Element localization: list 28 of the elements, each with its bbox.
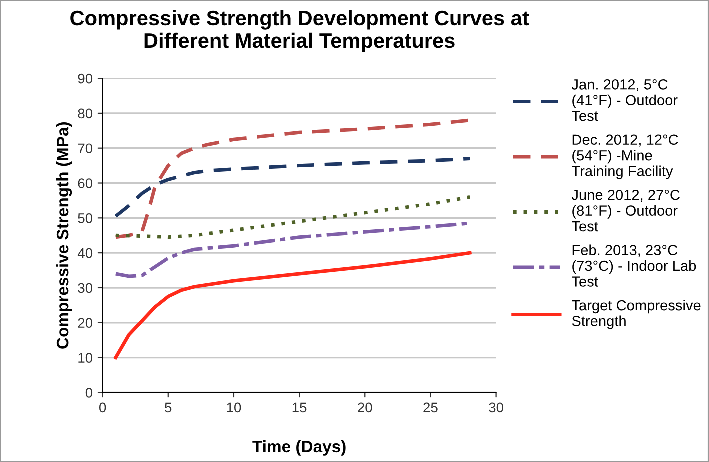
- x-tick-label: 25: [424, 402, 438, 413]
- x-axis-title: Time (Days): [252, 440, 346, 456]
- chart-title: Compressive Strength Development Curves at Different Material Temperatures: [70, 10, 530, 52]
- x-tick-label: 30: [489, 402, 504, 413]
- y-tick-label: 80: [78, 108, 93, 119]
- y-tick-label: 90: [78, 74, 93, 84]
- legend-label: June 2012, 27°C (81°F) - Outdoor Test: [572, 190, 680, 232]
- x-tick-label: 20: [358, 402, 372, 413]
- line-series: [114, 157, 472, 218]
- line-series: [114, 195, 472, 240]
- line-series: [114, 251, 472, 360]
- y-tick-label: 20: [78, 318, 93, 328]
- y-axis-title: Compressive Strength (MPa): [56, 122, 72, 349]
- legend-label: Feb. 2013, 23°C (73°C) - Indoor Lab Test: [572, 244, 696, 287]
- legend-label: Jan. 2012, 5°C (41°F) - Outdoor Test: [572, 80, 678, 122]
- legend-label: Target Compressive Strength: [572, 300, 701, 330]
- x-tick-label: 10: [227, 402, 242, 413]
- x-tick-label: 5: [165, 402, 172, 413]
- y-tick-label: 30: [78, 283, 93, 294]
- y-tick-label: 10: [78, 353, 93, 363]
- legend-label: Dec. 2012, 12°C (54°F) -Mine Training Facility: [572, 134, 678, 180]
- y-tick-label: 60: [78, 178, 93, 188]
- y-tick-label: 0: [86, 388, 93, 398]
- x-tick-label: 15: [292, 402, 307, 413]
- y-tick-label: 70: [78, 144, 93, 154]
- y-tick-label: 40: [78, 248, 93, 258]
- x-tick-label: 0: [99, 402, 106, 413]
- y-tick-label: 50: [78, 214, 93, 224]
